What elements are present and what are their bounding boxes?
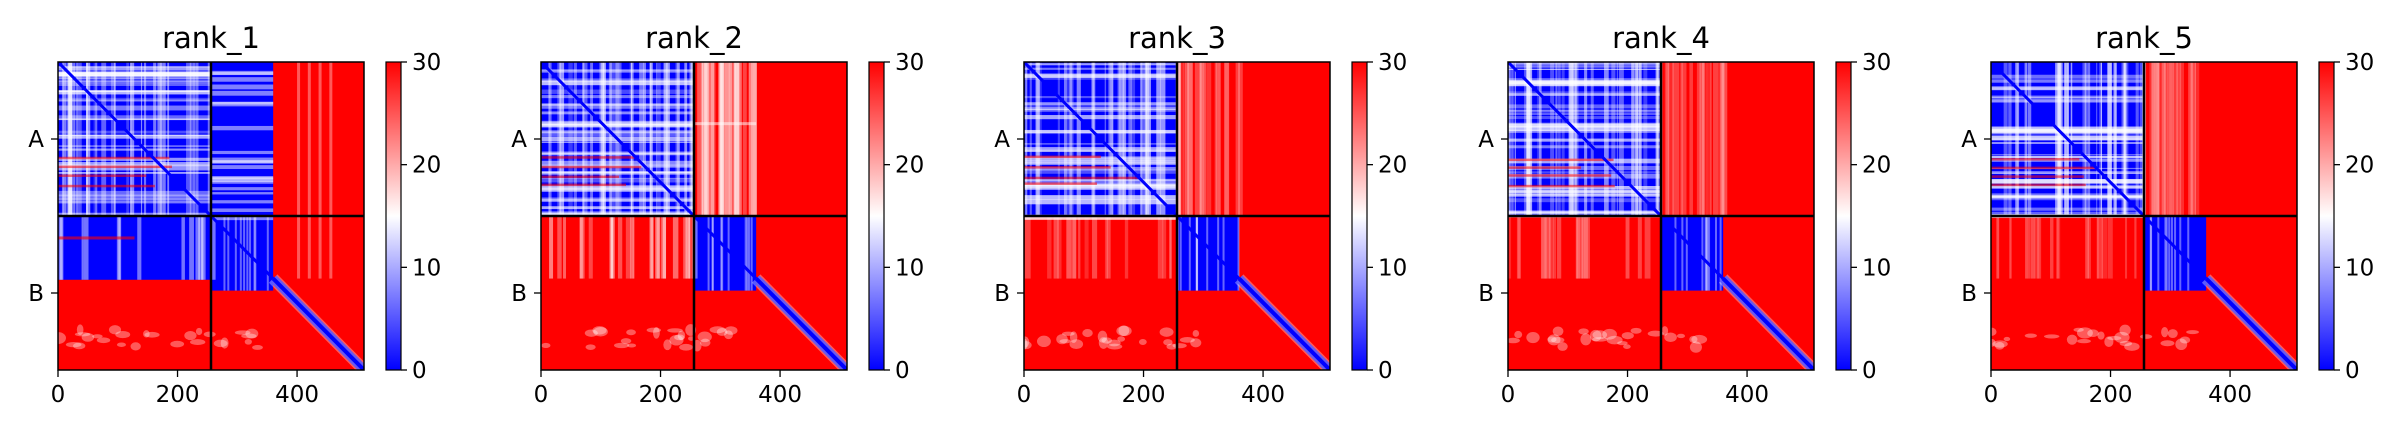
colorbar-tick-label: 0 xyxy=(1378,358,1393,384)
plot-frame xyxy=(1507,61,1815,371)
heatmap-panel-2: rank_2 0 200 400 A B 0 10 20 30 xyxy=(511,21,924,408)
colorbar-tick-label: 10 xyxy=(1862,255,1891,281)
colorbar: 0 10 20 30 xyxy=(1835,50,1891,384)
plot-frame xyxy=(57,61,365,371)
colorbar-tick-label: 0 xyxy=(412,358,427,384)
y-chain-label: A xyxy=(1478,127,1494,153)
colorbar-tick-label: 30 xyxy=(412,50,441,76)
y-chain-label: B xyxy=(28,281,44,307)
colorbar-tick-label: 0 xyxy=(895,358,910,384)
x-tick-label: 0 xyxy=(1017,382,1032,408)
heatmap-panel-5: rank_5 0 200 400 A B 0 10 20 30 xyxy=(1961,21,2374,408)
x-tick-label: 400 xyxy=(275,382,319,408)
x-tick-label: 0 xyxy=(1984,382,1999,408)
colorbar: 0 10 20 30 xyxy=(868,50,924,384)
x-tick-label: 200 xyxy=(639,382,683,408)
colorbar: 0 10 20 30 xyxy=(385,50,441,384)
plot-frame xyxy=(540,61,848,371)
colorbar: 0 10 20 30 xyxy=(1351,50,1407,384)
colorbar-tick-label: 20 xyxy=(1862,153,1891,179)
panel-title: rank_3 xyxy=(1128,21,1226,55)
y-chain-label: B xyxy=(511,281,527,307)
colorbar-tick-label: 10 xyxy=(1378,255,1407,281)
colorbar-tick-label: 30 xyxy=(1378,50,1407,76)
x-tick-label: 400 xyxy=(1241,382,1285,408)
x-tick-label: 400 xyxy=(758,382,802,408)
colorbar-tick-label: 30 xyxy=(895,50,924,76)
panel-title: rank_4 xyxy=(1612,21,1710,55)
heatmap-cells xyxy=(541,62,847,370)
colorbar-tick-label: 20 xyxy=(1378,153,1407,179)
y-chain-label: A xyxy=(28,127,44,153)
x-tick-label: 400 xyxy=(1725,382,1769,408)
y-chain-label: A xyxy=(994,127,1010,153)
panel-title: rank_5 xyxy=(2095,21,2193,55)
x-tick-label: 0 xyxy=(1501,382,1516,408)
plot-frame xyxy=(1023,61,1331,371)
heatmap-panel-1: rank_1 0 200 400 A B 0 10 20 30 xyxy=(28,21,441,408)
heatmap-panel-3: rank_3 0 200 400 A B 0 10 20 30 xyxy=(994,21,1407,408)
x-tick-label: 200 xyxy=(2089,382,2133,408)
colorbar-tick-label: 0 xyxy=(2345,358,2360,384)
plot-frame xyxy=(1990,61,2298,371)
panel-title: rank_2 xyxy=(645,21,743,55)
colorbar-tick-label: 20 xyxy=(412,153,441,179)
colorbar: 0 10 20 30 xyxy=(2318,50,2374,384)
x-tick-label: 0 xyxy=(51,382,66,408)
colorbar-tick-label: 30 xyxy=(1862,50,1891,76)
colorbar-tick-label: 0 xyxy=(1862,358,1877,384)
y-chain-label: B xyxy=(1961,281,1977,307)
colorbar-tick-label: 20 xyxy=(895,153,924,179)
colorbar-tick-label: 10 xyxy=(412,255,441,281)
panel-title: rank_1 xyxy=(162,21,260,55)
y-chain-label: B xyxy=(994,281,1010,307)
colorbar-tick-label: 20 xyxy=(2345,153,2374,179)
y-chain-label: B xyxy=(1478,281,1494,307)
colorbar-tick-label: 10 xyxy=(2345,255,2374,281)
x-tick-label: 200 xyxy=(156,382,200,408)
x-tick-label: 400 xyxy=(2208,382,2252,408)
y-chain-label: A xyxy=(1961,127,1977,153)
colorbar-tick-label: 30 xyxy=(2345,50,2374,76)
x-tick-label: 0 xyxy=(534,382,549,408)
heatmap-panel-4: rank_4 0 200 400 A B 0 10 20 30 xyxy=(1478,21,1891,408)
colorbar-tick-label: 10 xyxy=(895,255,924,281)
x-tick-label: 200 xyxy=(1606,382,1650,408)
heatmap-cells xyxy=(1024,62,1330,370)
x-tick-label: 200 xyxy=(1122,382,1166,408)
y-chain-label: A xyxy=(511,127,527,153)
